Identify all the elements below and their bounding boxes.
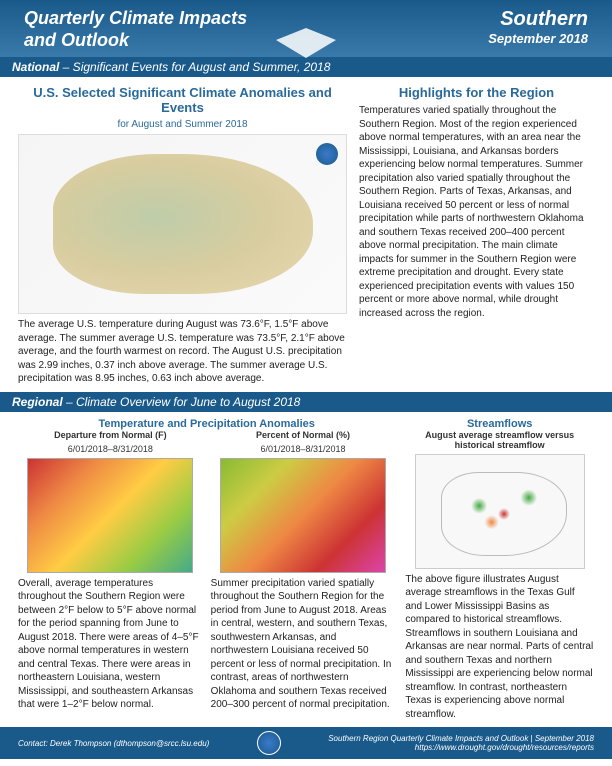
highlights-text: Temperatures varied spatially throughout…	[359, 104, 594, 320]
issue-date: September 2018	[488, 31, 588, 46]
precip-map-dates: 6/01/2018–8/31/2018	[211, 444, 396, 454]
national-section-bar: National – Significant Events for August…	[0, 57, 612, 77]
national-subtitle: – Significant Events for August and Summ…	[59, 60, 330, 74]
precipitation-text: Summer precipitation varied spatially th…	[211, 577, 396, 712]
temperature-anomaly-map	[27, 458, 193, 573]
precipitation-anomaly-map	[220, 458, 386, 573]
footer-contact: Contact: Derek Thompson (dthompson@srcc.…	[18, 739, 209, 748]
regional-label: Regional	[12, 395, 63, 409]
regional-section-bar: Regional – Climate Overview for June to …	[0, 392, 612, 412]
temp-map-dates: 6/01/2018–8/31/2018	[18, 444, 203, 454]
us-map-graphic	[53, 154, 313, 294]
region-name: Southern	[488, 8, 588, 31]
us-anomalies-subtitle: for August and Summer 2018	[18, 119, 347, 130]
national-label: National	[12, 60, 59, 74]
anomalies-title: Temperature and Precipitation Anomalies	[18, 418, 395, 430]
highlights-title: Highlights for the Region	[359, 85, 594, 100]
streamflows-title: Streamflows	[405, 418, 594, 430]
us-anomalies-map	[18, 134, 347, 314]
temperature-text: Overall, average temperatures throughout…	[18, 577, 203, 712]
noaa-logo-icon	[316, 143, 338, 165]
footer-source: Southern Region Quarterly Climate Impact…	[328, 734, 594, 743]
footer-noaa-logo-icon	[257, 731, 281, 755]
national-summary-text: The average U.S. temperature during Augu…	[18, 318, 347, 386]
precip-map-title: Percent of Normal (%)	[211, 430, 396, 440]
temp-map-title: Departure from Normal (F)	[18, 430, 203, 440]
streamflow-text: The above figure illustrates August aver…	[405, 573, 594, 722]
footer-url: https://www.drought.gov/drought/resource…	[328, 743, 594, 752]
us-anomalies-title: U.S. Selected Significant Climate Anomal…	[18, 85, 347, 115]
streamflow-map	[415, 454, 585, 569]
header-banner: Quarterly Climate Impacts and Outlook So…	[0, 0, 612, 57]
regional-subtitle: – Climate Overview for June to August 20…	[63, 395, 301, 409]
footer-bar: Contact: Derek Thompson (dthompson@srcc.…	[0, 727, 612, 759]
streamflows-subtitle: August average streamflow versus histori…	[405, 430, 594, 450]
